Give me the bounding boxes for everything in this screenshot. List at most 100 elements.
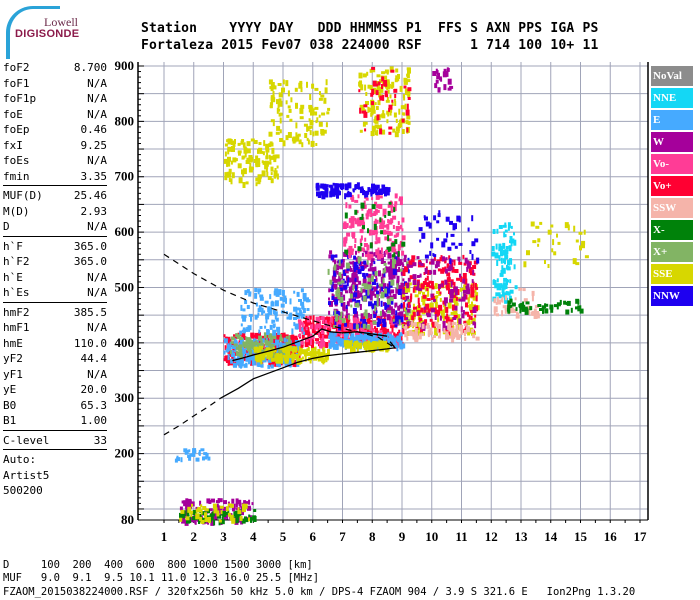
echo-point — [235, 498, 239, 505]
echo-point — [395, 256, 398, 261]
echo-point — [504, 249, 509, 255]
echo-point — [350, 194, 354, 200]
echo-point — [259, 354, 261, 360]
echo-point — [404, 309, 409, 316]
echo-point — [426, 288, 429, 291]
echo-point — [371, 88, 375, 95]
echo-point — [392, 268, 397, 275]
echo-point — [301, 327, 304, 332]
echo-point — [226, 336, 231, 341]
echo-point — [253, 338, 257, 342]
echo-point — [437, 324, 441, 329]
echo-point — [407, 87, 412, 92]
echo-point — [424, 254, 429, 259]
param-row: yF2 44.4 — [3, 351, 107, 367]
echo-point — [276, 173, 279, 180]
file-info: FZAOM_2015038224000.RSF / 320fx256h 50 k… — [3, 586, 636, 598]
echo-point — [407, 299, 412, 304]
echo-point — [258, 147, 263, 152]
echo-point — [243, 348, 247, 354]
echo-point — [511, 306, 514, 310]
echo-point — [363, 283, 368, 290]
echo-point — [230, 358, 234, 364]
echo-point — [329, 323, 332, 330]
echo-point — [444, 301, 447, 307]
echo-point — [382, 283, 387, 290]
echo-point — [445, 282, 450, 289]
echo-point — [393, 340, 396, 343]
echo-point — [500, 270, 504, 275]
echo-point — [369, 242, 373, 249]
echo-point — [228, 168, 232, 174]
echo-point — [497, 299, 501, 305]
echo-point — [500, 257, 503, 264]
echo-point — [351, 283, 354, 289]
echo-point — [333, 265, 337, 271]
echo-point — [174, 458, 178, 463]
echo-point — [367, 277, 371, 282]
echo-point — [307, 327, 310, 333]
echo-point — [238, 344, 242, 348]
echo-point — [258, 305, 262, 310]
echo-point — [226, 349, 230, 353]
echo-point — [407, 269, 410, 274]
echo-point — [180, 509, 185, 514]
echo-point — [451, 242, 456, 246]
echo-point — [473, 331, 476, 336]
echo-point — [265, 317, 268, 324]
echo-point — [383, 336, 386, 340]
echo-point — [351, 274, 355, 281]
echo-point — [372, 267, 376, 273]
echo-point — [201, 511, 206, 516]
echo-point — [395, 68, 399, 73]
echo-point — [310, 340, 312, 345]
echo-point — [458, 298, 463, 302]
echo-point — [436, 75, 440, 80]
echo-point — [262, 310, 266, 314]
echo-point — [252, 341, 256, 346]
echo-point — [401, 217, 405, 223]
echo-point — [362, 73, 367, 78]
echo-point — [308, 104, 313, 109]
echo-point — [407, 257, 410, 261]
echo-point — [371, 197, 374, 201]
echo-point — [227, 156, 231, 162]
echo-point — [423, 308, 427, 313]
echo-point — [279, 138, 284, 142]
echo-point — [330, 186, 334, 192]
echo-point — [406, 336, 409, 341]
echo-point — [445, 306, 449, 313]
echo-point — [424, 268, 428, 274]
echo-point — [270, 119, 275, 123]
echo-point — [320, 316, 325, 321]
echo-point — [373, 273, 376, 277]
echo-point — [393, 112, 397, 118]
param-row: yF1 N/A — [3, 367, 107, 383]
echo-point — [379, 254, 384, 258]
echo-point — [386, 110, 390, 115]
echo-point — [375, 344, 378, 350]
echo-point — [295, 132, 298, 138]
echo-point — [220, 510, 223, 515]
echo-point — [563, 300, 567, 305]
echo-point — [389, 107, 393, 113]
echo-point — [430, 242, 434, 249]
echo-point — [242, 308, 246, 312]
echo-point — [281, 339, 285, 345]
echo-point — [259, 294, 264, 298]
echo-point — [575, 298, 580, 304]
echo-point — [244, 349, 249, 355]
echo-point — [402, 294, 406, 299]
echo-point — [404, 315, 406, 321]
echo-point — [315, 324, 318, 330]
echo-point — [475, 336, 480, 341]
echo-point — [450, 289, 455, 293]
echo-point — [525, 301, 530, 305]
echo-point — [382, 186, 385, 192]
echo-point — [324, 191, 329, 198]
echo-point — [565, 309, 570, 315]
echo-point — [324, 87, 328, 94]
echo-point — [456, 215, 461, 222]
echo-point — [349, 225, 353, 229]
echo-point — [372, 337, 377, 342]
